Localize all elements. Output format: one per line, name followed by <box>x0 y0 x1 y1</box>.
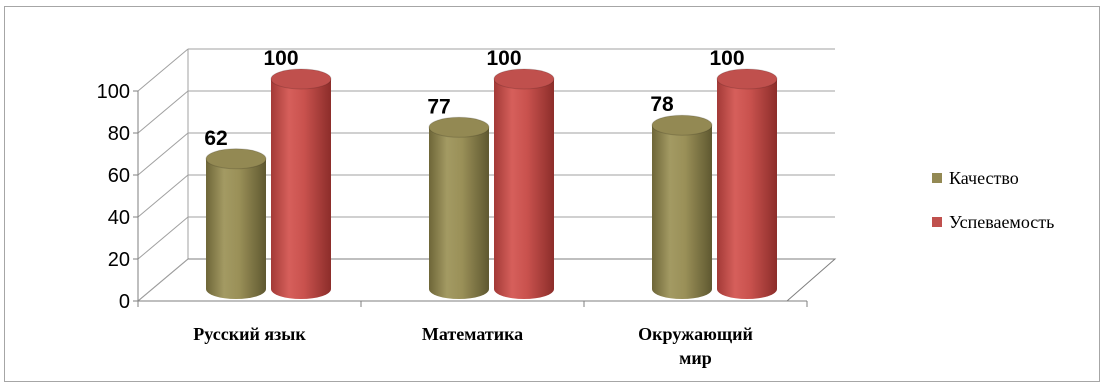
bar-body <box>652 125 712 299</box>
bar <box>651 114 713 299</box>
bar <box>716 68 778 299</box>
side-gridline <box>137 132 189 176</box>
chart-frame: 0 20 40 60 80 100 62 100 Русский язык 77 100 Матем… <box>4 6 1100 382</box>
bar-body <box>717 79 777 299</box>
category-label: Русский язык <box>193 324 306 344</box>
bar-top <box>270 68 332 90</box>
side-gridline <box>137 216 189 260</box>
bar <box>270 68 332 299</box>
bar-body <box>429 127 489 299</box>
y-tick-label: 0 <box>119 291 130 313</box>
bars-layer <box>205 68 778 299</box>
bar-body <box>206 158 266 299</box>
y-tick-label: 20 <box>108 249 130 271</box>
category-label: Математика <box>422 324 523 344</box>
side-gridline <box>137 174 189 218</box>
y-tick-label: 80 <box>108 123 130 145</box>
data-label: 78 <box>650 93 674 116</box>
data-label: 100 <box>486 47 521 70</box>
bar-body <box>494 79 554 299</box>
data-label: 100 <box>263 47 298 70</box>
bar-top <box>205 148 267 170</box>
axis-layer: 0 20 40 60 80 100 <box>97 81 808 313</box>
data-label: 62 <box>204 127 227 150</box>
legend-swatch <box>932 217 942 227</box>
legend-layer: Качество Успеваемость <box>932 168 1054 232</box>
labels-layer: 62 100 Русский язык 77 100 Математика 78 100 Окр… <box>193 47 753 368</box>
bar-top <box>493 68 555 90</box>
data-label: 100 <box>709 47 744 70</box>
side-gridline <box>137 90 189 134</box>
bar-top <box>651 114 713 136</box>
legend-label: Успеваемость <box>949 212 1054 232</box>
bar <box>428 116 490 299</box>
category-label: Окружающий <box>638 324 753 344</box>
chart-svg: 0 20 40 60 80 100 62 100 Русский язык 77 100 Матем… <box>97 47 1055 368</box>
bar <box>493 68 555 299</box>
side-gridline <box>137 48 189 92</box>
y-tick-label: 40 <box>108 207 130 229</box>
legend-label: Качество <box>949 168 1019 188</box>
y-tick-label: 100 <box>97 81 130 103</box>
y-tick-label: 60 <box>108 165 130 187</box>
side-gridline <box>137 258 189 302</box>
bar <box>205 148 267 299</box>
data-label: 77 <box>427 95 450 118</box>
bar-top <box>428 116 490 138</box>
bar-body <box>271 79 331 299</box>
bar-top <box>716 68 778 90</box>
category-label: мир <box>679 348 712 368</box>
legend-swatch <box>932 173 942 183</box>
